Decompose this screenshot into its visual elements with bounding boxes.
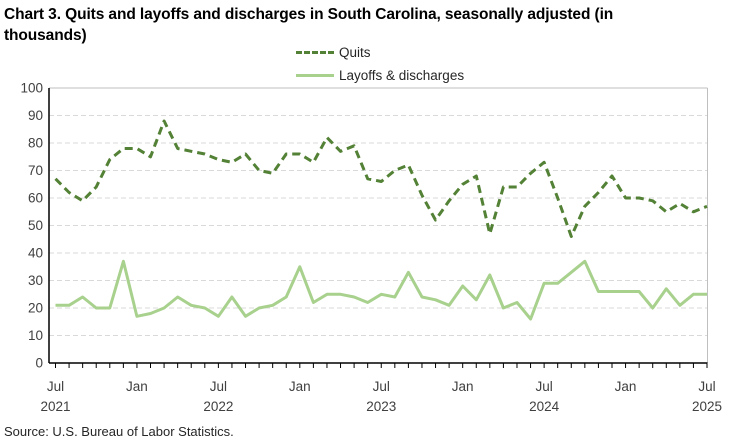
y-axis-tick-label: 50 (28, 218, 43, 233)
legend-item-layoffs: Layoffs & discharges (296, 64, 464, 87)
x-axis-year-label: 2022 (203, 399, 233, 414)
x-axis-year-label: 2021 (40, 399, 70, 414)
layoffs-discharges-line (55, 259, 707, 321)
legend-label-quits: Quits (339, 45, 371, 60)
x-axis-month-label: Jul (698, 379, 715, 394)
y-axis-tick-label: 90 (28, 108, 43, 123)
quits-dashed-line-swatch (296, 51, 334, 54)
chart-title: Chart 3. Quits and layoffs and discharge… (4, 6, 614, 44)
x-axis-year-label: 2025 (692, 399, 722, 414)
x-axis-year-label: 2023 (366, 399, 396, 414)
y-axis-tick-label: 70 (28, 163, 43, 178)
x-axis-month-label: Jan (452, 379, 474, 394)
legend: Quits Layoffs & discharges (296, 41, 464, 87)
x-axis-year-label: 2024 (529, 399, 560, 414)
quits-line (54, 119, 708, 238)
legend-item-quits: Quits (296, 41, 464, 64)
y-axis-tick-label: 0 (35, 356, 43, 371)
y-axis-tick-label: 10 (28, 328, 43, 343)
y-axis-tick-label: 100 (20, 81, 43, 96)
y-axis-tick-label: 80 (28, 136, 43, 151)
y-axis-tick-label: 60 (28, 191, 43, 206)
x-axis-month-label: Jul (535, 379, 552, 394)
x-axis-month-label: Jul (373, 379, 390, 394)
x-axis-month-label: Jan (126, 379, 148, 394)
y-axis-tick-label: 40 (28, 246, 43, 261)
x-axis-month-label: Jan (289, 379, 311, 394)
x-axis-month-label: Jul (47, 379, 64, 394)
legend-label-layoffs: Layoffs & discharges (339, 68, 465, 83)
x-axis-month-label: Jan (615, 379, 637, 394)
line-chart-plot: 0 10 20 30 40 50 60 70 80 90 100 Jul Jan Jul Jan Jul Jan… (20, 81, 722, 415)
x-axis-month-label: Jul (210, 379, 227, 394)
source-attribution: Source: U.S. Bureau of Labor Statistics. (4, 424, 234, 439)
y-axis-tick-label: 20 (28, 301, 43, 316)
y-axis-tick-label: 30 (28, 273, 43, 288)
layoffs-solid-line-swatch (296, 74, 334, 77)
